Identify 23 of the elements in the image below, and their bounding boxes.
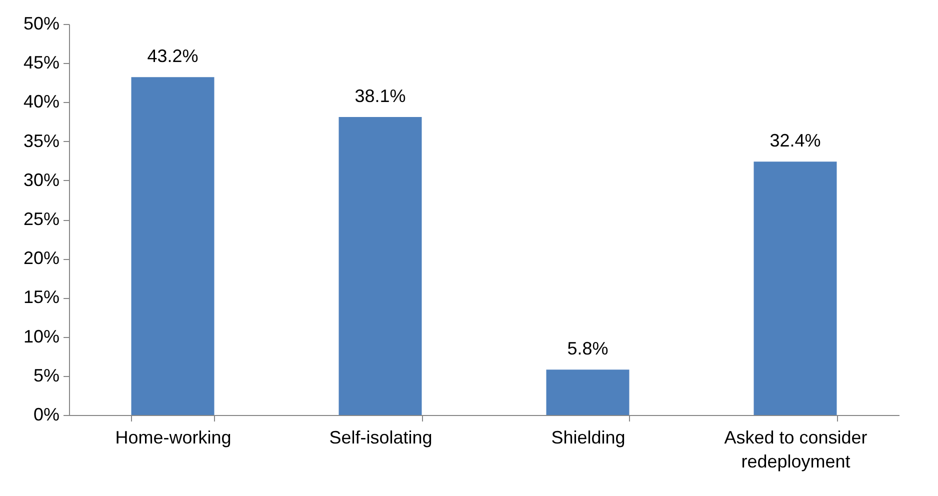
bar (754, 162, 837, 415)
y-tick-label: 50% (23, 14, 60, 34)
x-tick-label: Shielding (551, 428, 626, 448)
y-tick-label: 15% (23, 287, 60, 308)
y-tick-label: 0% (33, 404, 60, 424)
data-label: 32.4% (770, 130, 821, 151)
y-tick-label: 25% (23, 209, 60, 229)
y-tick-label: 5% (33, 365, 60, 386)
y-tick-label: 30% (23, 170, 60, 190)
x-tick-label: Home-working (115, 428, 232, 448)
y-tick-label: 10% (23, 326, 60, 346)
y-tick-label: 45% (23, 52, 60, 73)
data-label: 43.2% (147, 46, 198, 66)
data-label: 38.1% (354, 86, 406, 106)
y-tick-label: 20% (23, 248, 60, 268)
x-tick-label: Self-isolating (329, 428, 432, 448)
bar (546, 370, 630, 415)
x-tick-label: Asked to consider redeployment (724, 428, 868, 472)
y-tick-label: 40% (23, 92, 60, 112)
bar (131, 77, 214, 415)
data-label: 5.8% (567, 338, 608, 359)
y-tick-label: 35% (23, 130, 60, 151)
bar (338, 117, 422, 415)
